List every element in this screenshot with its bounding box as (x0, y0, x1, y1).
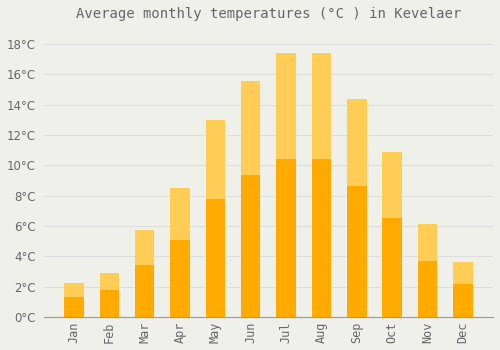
Bar (64, 297, 84, 317)
Bar (170, 188, 190, 240)
Bar (206, 199, 225, 317)
Bar (241, 80, 260, 175)
Bar (206, 120, 225, 199)
Bar (312, 159, 331, 317)
Bar (100, 273, 119, 290)
Bar (100, 290, 119, 317)
Bar (382, 218, 402, 317)
Bar (382, 152, 402, 218)
Bar (241, 175, 260, 317)
Bar (170, 240, 190, 317)
Bar (135, 265, 154, 317)
Bar (64, 284, 84, 297)
Bar (135, 231, 154, 265)
Bar (347, 186, 366, 317)
Bar (453, 284, 472, 317)
Title: Average monthly temperatures (°C ) in Kevelaer: Average monthly temperatures (°C ) in Ke… (76, 7, 461, 21)
Bar (453, 262, 472, 284)
Bar (276, 53, 296, 159)
Bar (347, 99, 366, 186)
Bar (312, 53, 331, 159)
Bar (418, 224, 438, 261)
Bar (276, 159, 296, 317)
Bar (418, 261, 438, 317)
